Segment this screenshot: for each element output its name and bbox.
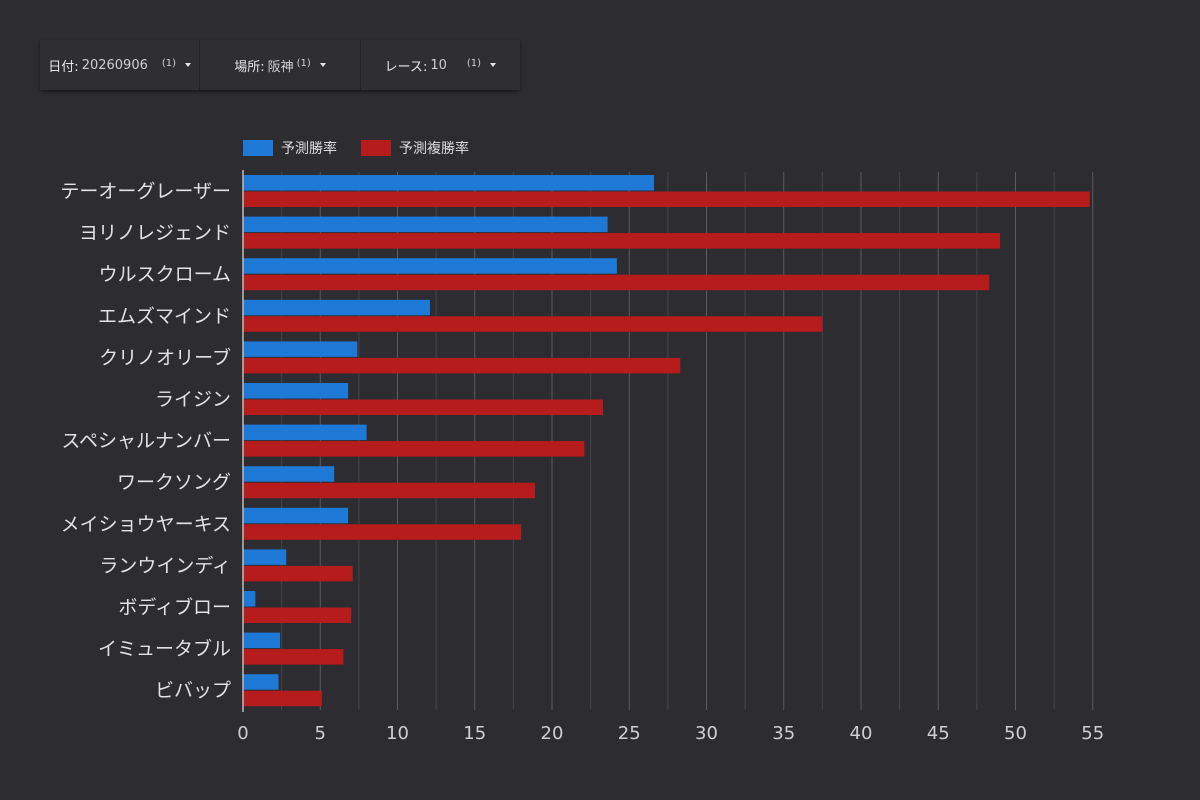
x-tick-label: 55	[1081, 723, 1104, 744]
bar-win	[243, 591, 256, 607]
legend-label-win: 予測勝率	[281, 141, 337, 157]
category-label: ライジン	[155, 389, 231, 411]
category-label: スペシャルナンバー	[61, 430, 231, 452]
bar-place	[243, 316, 823, 332]
filter-venue-label: 場所:	[234, 59, 265, 75]
category-label: ヨリノレジェンド	[79, 222, 231, 244]
bar-place	[243, 524, 522, 540]
filter-date-label: 日付:	[48, 59, 79, 75]
x-tick-label: 50	[1004, 723, 1027, 744]
legend-item-win[interactable]: 予測勝率	[243, 138, 337, 158]
bar-win	[243, 424, 367, 441]
x-tick-label: 30	[695, 723, 718, 744]
bar-place	[243, 565, 353, 582]
filter-bar: 日付: 20260906 (1) 場所: 阪神 (1) レース: 10 (1)	[40, 40, 520, 90]
category-label: ワークソング	[117, 472, 231, 494]
bar-place	[243, 274, 990, 291]
x-tick-label: 5	[315, 723, 326, 744]
category-label: クリノオリーブ	[99, 346, 231, 369]
bar-place	[243, 233, 1001, 249]
filter-race-count: (1)	[466, 57, 482, 69]
legend-swatch-win	[243, 140, 273, 156]
legend-label-place: 予測複勝率	[399, 141, 469, 157]
bar-place	[243, 357, 681, 374]
x-tick-label: 15	[463, 723, 486, 744]
bar-place	[243, 399, 603, 415]
category-label: エムズマインド	[98, 305, 231, 327]
chart-legend: 予測勝率 予測複勝率	[243, 138, 493, 158]
bar-place	[243, 690, 322, 707]
category-label: ビバップ	[155, 680, 231, 702]
bar-win	[243, 258, 617, 274]
bar-win	[243, 466, 335, 482]
category-label: ボディブロー	[118, 596, 231, 619]
bar-place	[243, 482, 536, 499]
filter-date-count: (1)	[161, 57, 177, 69]
category-label: イミュータブル	[98, 637, 231, 660]
legend-item-place[interactable]: 予測複勝率	[361, 138, 469, 158]
filter-date-value: 20260906	[81, 57, 148, 73]
bar-win	[243, 175, 654, 191]
bar-place	[243, 649, 344, 665]
bar-win	[243, 549, 287, 565]
bar-win	[243, 383, 349, 399]
caret-down-icon	[319, 63, 326, 67]
x-tick-label: 0	[237, 723, 248, 744]
caret-down-icon	[490, 63, 497, 67]
category-label: テーオーグレーザー	[60, 181, 231, 203]
filter-race[interactable]: レース: 10 (1)	[361, 40, 520, 90]
bar-win	[243, 216, 608, 233]
category-label: ランウインディ	[99, 555, 231, 577]
x-tick-label: 45	[927, 723, 950, 744]
bar-place	[243, 191, 1090, 207]
bar-win	[243, 632, 281, 649]
filter-venue-value: 阪神	[267, 59, 294, 75]
bar-win	[243, 674, 279, 690]
filter-venue[interactable]: 場所: 阪神 (1)	[200, 40, 361, 90]
x-tick-label: 40	[850, 723, 873, 744]
filter-race-value: 10	[430, 57, 447, 73]
bar-win	[243, 299, 430, 316]
category-label: ウルスクローム	[99, 264, 231, 286]
legend-swatch-place	[361, 140, 391, 156]
caret-down-icon	[185, 63, 192, 67]
bar-win	[243, 341, 358, 357]
filter-race-label: レース:	[384, 59, 428, 75]
filter-venue-count: (1)	[296, 57, 311, 69]
x-tick-label: 25	[618, 723, 641, 744]
x-tick-label: 20	[541, 723, 564, 744]
bar-win	[243, 507, 349, 524]
x-tick-label: 10	[386, 723, 409, 744]
bar-place	[243, 607, 352, 623]
x-tick-label: 35	[772, 723, 795, 744]
filter-date[interactable]: 日付: 20260906 (1)	[40, 40, 201, 90]
category-label: メイショウヤーキス	[61, 513, 231, 535]
bar-place	[243, 441, 585, 457]
